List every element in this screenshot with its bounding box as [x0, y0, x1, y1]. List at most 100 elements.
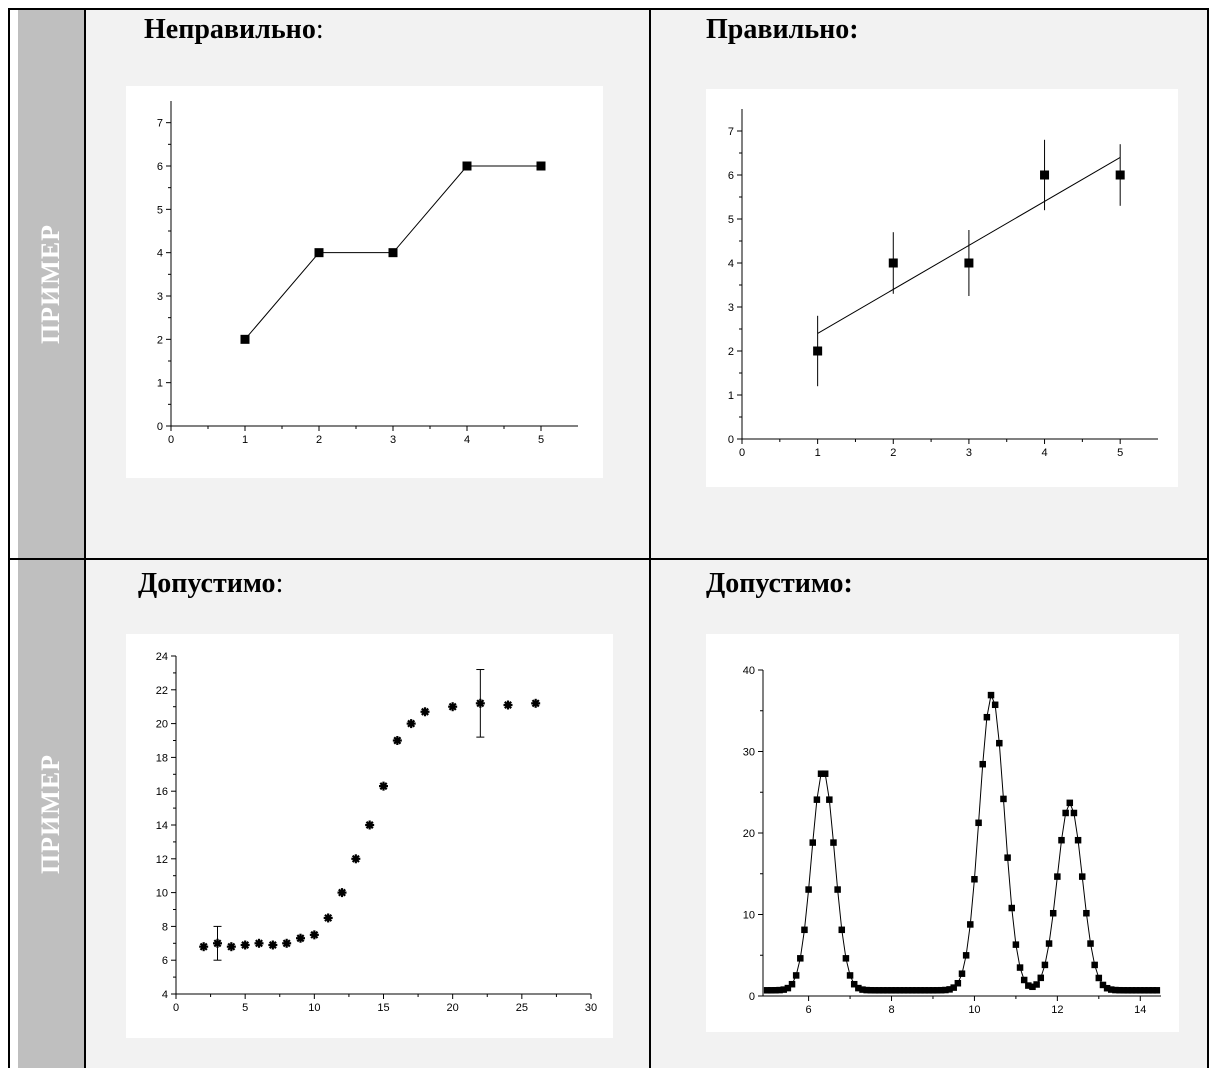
- data-point: [821, 770, 829, 777]
- data-point: [954, 979, 962, 987]
- table-border-left: [8, 8, 10, 1068]
- asterisk-center: [311, 932, 317, 938]
- plot-right: 0 1 2 3 4 5 0 1 2 3 4 5 6 7: [706, 89, 1178, 487]
- asterisk-center: [325, 915, 331, 921]
- data-point: [991, 701, 999, 709]
- data-point: [967, 921, 974, 928]
- asterisk-center: [381, 783, 386, 789]
- data-point: [867, 986, 875, 994]
- side-label-bottom: ПРИМЕР: [36, 753, 65, 875]
- data-point: [896, 987, 904, 994]
- plot-wrong: 0 1 2 3 4 5 0 1 2 3 4 5 6 7: [126, 86, 603, 478]
- x-tick-label: 12: [1051, 1004, 1063, 1016]
- data-point: [904, 987, 912, 994]
- y-tick-label: 0: [728, 434, 734, 446]
- data-point: [846, 972, 854, 979]
- y-tick-label: 7: [157, 118, 163, 130]
- heading-right: Правильно:: [706, 14, 859, 45]
- y-tick-label: 4: [157, 248, 163, 260]
- data-point: [776, 986, 783, 994]
- x-tick-label: 1: [242, 434, 248, 446]
- data-point: [850, 980, 858, 988]
- y-tick-label: 4: [162, 989, 168, 1001]
- asterisk-center: [215, 940, 220, 946]
- data-point: [801, 926, 808, 934]
- data-point: [1033, 981, 1040, 988]
- y-tick-label: 3: [157, 291, 163, 303]
- data-point: [805, 886, 812, 893]
- x-tick-label: 1: [815, 447, 821, 459]
- data-point: [842, 955, 850, 962]
- y-tick-label: 18: [156, 752, 168, 764]
- asterisk-center: [533, 700, 539, 706]
- asterisk-center: [298, 935, 303, 941]
- y-tick-label: 24: [156, 651, 168, 663]
- asterisk-center: [284, 940, 290, 946]
- y-tick-label: 7: [728, 126, 734, 138]
- data-point: [817, 770, 825, 777]
- chart-acceptable-1: 0 5 10 15 20 25 30 4 6 8 10 12 14 16 18 20 22 24: [156, 651, 597, 1014]
- data-point: [1004, 854, 1011, 861]
- asterisk-center: [242, 942, 248, 948]
- y-tick-label: 6: [157, 161, 163, 173]
- data-point: [888, 258, 898, 268]
- data-point: [971, 876, 978, 883]
- data-point: [1040, 170, 1050, 180]
- data-point: [921, 987, 928, 994]
- table-column-divider: [649, 8, 651, 1068]
- data-point: [964, 258, 974, 268]
- data-point: [1153, 987, 1161, 994]
- data-point: [996, 739, 1003, 747]
- data-point: [884, 987, 891, 994]
- data-point: [1128, 987, 1136, 994]
- data-point: [871, 987, 879, 994]
- data-point: [1120, 987, 1127, 994]
- asterisk-center: [477, 700, 483, 706]
- cell-right: Правильно: 0 1 2 3 4 5 0 1 2 3 4 5 6 7: [651, 10, 1207, 558]
- x-tick-label: 3: [390, 434, 396, 446]
- asterisk-center: [422, 709, 428, 715]
- data-point: [1037, 974, 1045, 982]
- data-point: [1145, 987, 1152, 994]
- data-point: [863, 986, 870, 994]
- y-tick-label: 0: [157, 421, 163, 433]
- data-point: [1083, 909, 1090, 917]
- data-point: [780, 986, 787, 993]
- cell-wrong: Неправильно: 0 1 2 3 4 5 0 1 2 3 4 5 6 7: [86, 10, 649, 558]
- data-point: [1141, 987, 1148, 994]
- heading-acceptable-1: Допустимо:: [138, 568, 284, 599]
- data-point: [388, 248, 398, 258]
- plot-acceptable-1: 0 5 10 15 20 25 30 4 6 8 10 12 14 16 18 20 22 24: [126, 634, 613, 1038]
- y-tick-label: 30: [743, 747, 755, 759]
- data-point: [1020, 976, 1028, 984]
- data-point: [1108, 986, 1115, 993]
- y-tick-label: 2: [157, 334, 163, 346]
- data-point: [1132, 987, 1140, 994]
- side-band-bottom: ПРИМЕР: [18, 560, 84, 1068]
- data-point: [1091, 961, 1098, 969]
- data-point: [536, 161, 546, 171]
- x-tick-label: 0: [168, 434, 174, 446]
- y-tick-label: 1: [728, 390, 734, 402]
- table-border-right: [1207, 8, 1209, 1068]
- data-point: [772, 986, 779, 994]
- data-point: [1070, 809, 1078, 817]
- data-point: [888, 987, 895, 994]
- table-row-divider: [8, 558, 1209, 560]
- data-point: [1087, 940, 1094, 947]
- data-point: [987, 691, 995, 699]
- asterisk-center: [394, 738, 400, 743]
- data-point: [855, 984, 862, 992]
- y-tick-label: 16: [156, 786, 168, 798]
- data-point: [768, 987, 775, 994]
- plot-acceptable-2: 6 8 10 12 14 0 10 20 30 40: [706, 634, 1179, 1032]
- data-point: [1058, 836, 1065, 844]
- data-point: [834, 886, 841, 893]
- table-label-divider: [84, 8, 86, 1068]
- data-point: [958, 970, 966, 977]
- data-point: [1112, 986, 1119, 994]
- data-point: [788, 980, 796, 988]
- asterisk-center: [505, 702, 511, 708]
- data-point: [929, 987, 937, 994]
- x-tick-label: 0: [739, 447, 745, 459]
